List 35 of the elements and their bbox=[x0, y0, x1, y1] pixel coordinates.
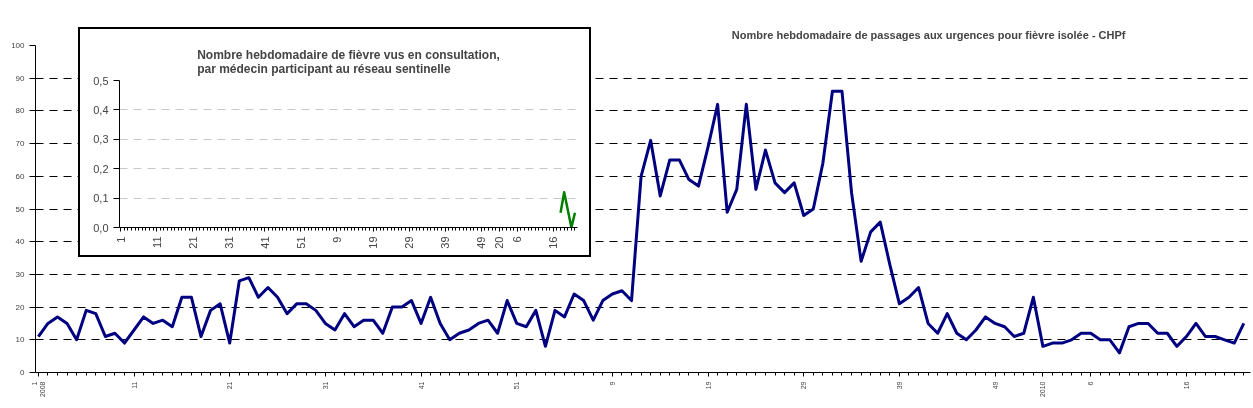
line-series bbox=[559, 190, 577, 228]
y-tick-label: 30 bbox=[15, 269, 26, 279]
x-tick-label: 39 bbox=[439, 236, 452, 249]
y-tick-label: 80 bbox=[15, 106, 26, 116]
y-tick-label: 0,1 bbox=[93, 192, 109, 205]
line-series bbox=[36, 89, 1246, 355]
y-tick-label: 50 bbox=[15, 204, 26, 214]
x-tick-label: 49 bbox=[475, 236, 488, 249]
chart-title: Nombre hebdomadaire de fièvre vus en consultation, par médecin participant au réseau sentinelle bbox=[197, 47, 500, 76]
x-tick-label: 41 bbox=[258, 236, 271, 249]
x-tick-label: 29 bbox=[403, 236, 416, 249]
y-tick-label: 20 bbox=[15, 302, 26, 312]
x-tick-label: 20 bbox=[493, 236, 506, 249]
x-tick-label: 1 bbox=[114, 236, 127, 243]
y-tick-label: 60 bbox=[15, 171, 26, 181]
x-tick-label: 6 bbox=[511, 236, 524, 243]
x-tick-label: 31 bbox=[222, 236, 235, 249]
x-tick-label: 51 bbox=[294, 236, 307, 249]
y-tick-label: 70 bbox=[15, 139, 26, 149]
y-tick-label: 0,0 bbox=[93, 221, 109, 234]
x-tick-label: 16 bbox=[547, 236, 560, 249]
y-tick-label: 0,3 bbox=[93, 133, 109, 146]
y-tick-label: 0,5 bbox=[93, 74, 109, 87]
chart-title: Nombre hebdomadaire de passages aux urgences pour fièvre isolée - CHPf bbox=[731, 28, 1126, 41]
y-tick-label: 40 bbox=[15, 237, 26, 247]
y-tick-label: 0,4 bbox=[93, 103, 109, 116]
x-tick-label: 19 bbox=[367, 236, 380, 249]
x-tick-label: 11 bbox=[150, 236, 163, 248]
y-tick-label: 0 bbox=[20, 368, 26, 377]
x-tick-label: 9 bbox=[330, 236, 343, 243]
y-tick-label: 90 bbox=[15, 73, 26, 83]
x-tick-label: 21 bbox=[186, 236, 199, 249]
y-tick-label: 100 bbox=[11, 41, 26, 50]
y-tick-label: 10 bbox=[15, 335, 26, 345]
y-tick-label: 0,2 bbox=[93, 162, 109, 175]
